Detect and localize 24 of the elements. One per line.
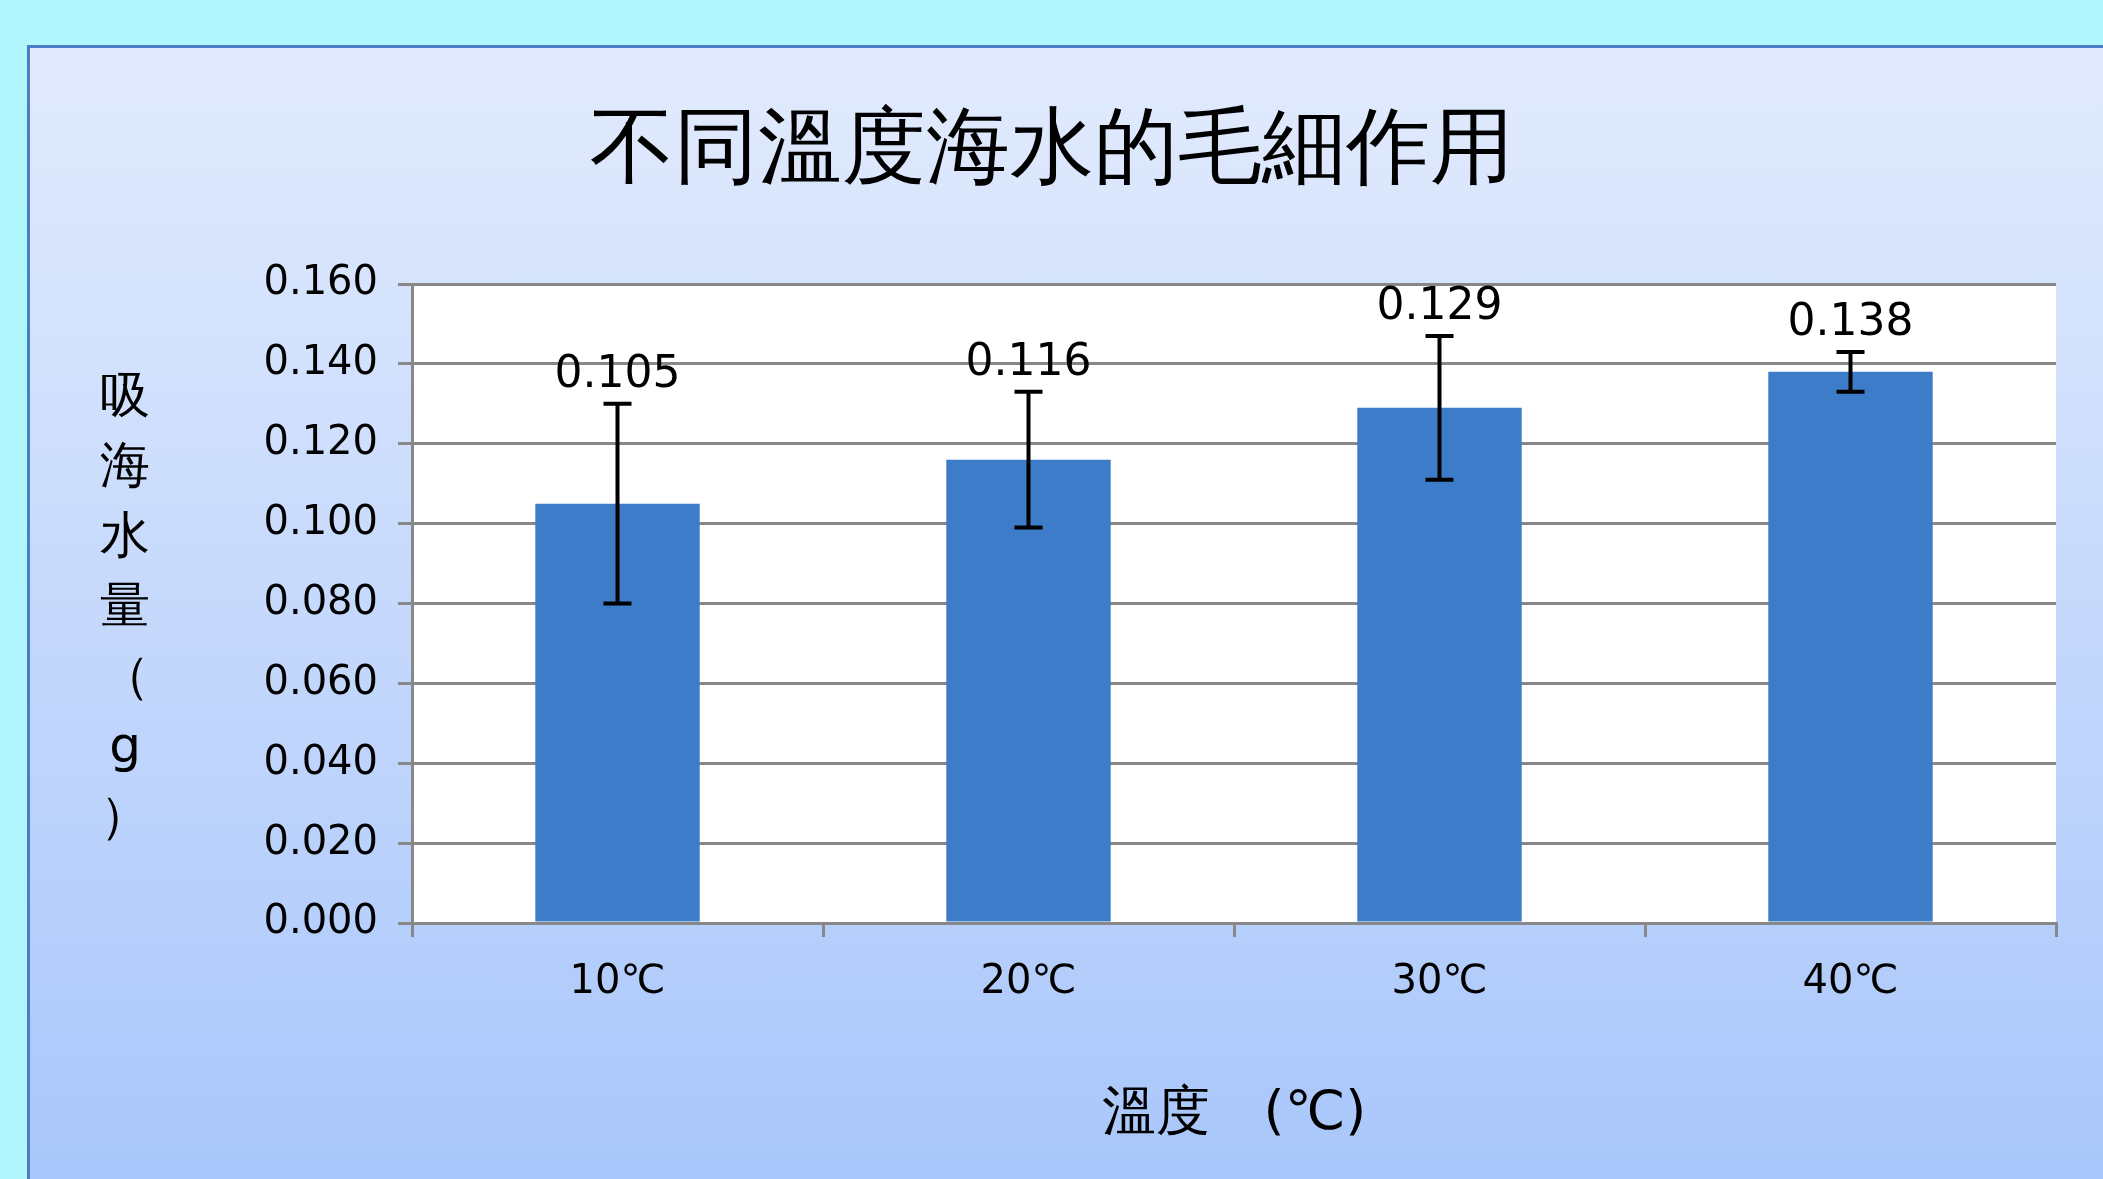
y-axis-title: 吸海水量（g） bbox=[99, 365, 151, 846]
y-tick-label: 0.140 bbox=[263, 337, 378, 384]
x-tick-label: 20℃ bbox=[980, 956, 1077, 1003]
y-tick-label: 0.000 bbox=[263, 896, 378, 943]
data-label: 0.116 bbox=[965, 334, 1092, 386]
bar bbox=[535, 503, 700, 922]
y-tick-label: 0.120 bbox=[263, 417, 378, 464]
y-tick-label: 0.100 bbox=[263, 497, 378, 544]
y-tick-label: 0.040 bbox=[263, 736, 378, 783]
bar bbox=[1357, 407, 1522, 922]
x-tick-label: 40℃ bbox=[1802, 956, 1899, 1003]
chart-title: 不同溫度海水的毛細作用 bbox=[588, 96, 1515, 197]
y-tick-label: 0.080 bbox=[263, 576, 378, 623]
x-axis-title: 溫度 (℃) bbox=[1100, 1078, 1368, 1144]
data-label: 0.105 bbox=[554, 346, 681, 398]
bar bbox=[1768, 371, 1933, 922]
y-tick-label: 0.020 bbox=[263, 816, 378, 863]
x-tick-label: 10℃ bbox=[569, 956, 666, 1003]
data-label: 0.138 bbox=[1787, 294, 1914, 346]
bar bbox=[946, 459, 1111, 922]
x-tick-label: 30℃ bbox=[1391, 956, 1488, 1003]
data-label: 0.129 bbox=[1376, 278, 1503, 330]
y-tick-label: 0.160 bbox=[263, 257, 378, 304]
y-tick-label: 0.060 bbox=[263, 656, 378, 703]
